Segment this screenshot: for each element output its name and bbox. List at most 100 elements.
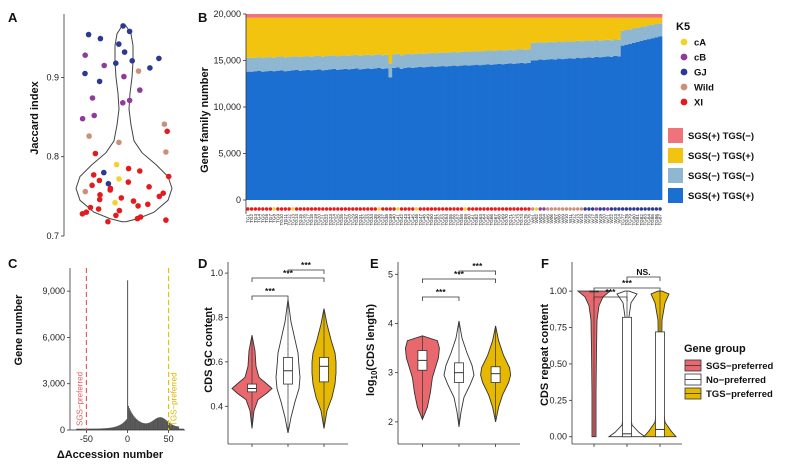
stacked-bar-segment [377, 17, 382, 55]
significance-bracket [251, 277, 325, 282]
group-strip-dot [343, 207, 348, 211]
histogram-bar [98, 428, 100, 430]
stacked-bar-segment [287, 14, 292, 18]
stacked-bar-segment [515, 17, 520, 50]
stacked-bar-segment [474, 14, 479, 18]
stacked-bar-segment [418, 67, 423, 200]
sample-label: TG63 [478, 214, 483, 226]
k5-legend-label: cA [694, 38, 706, 49]
histogram-bar [85, 428, 87, 430]
stacked-bar-segment [538, 59, 543, 200]
histogram-bar [104, 428, 106, 430]
stacked-bar-segment [523, 49, 528, 64]
y-tick-label-c: 0 [60, 425, 65, 435]
group-strip-dot [564, 207, 569, 211]
data-point [113, 60, 119, 66]
stacked-bar-segment [542, 42, 547, 61]
stacked-bar-segment [530, 17, 535, 43]
stacked-bar-segment [639, 40, 644, 200]
group-strip-dot [624, 207, 629, 211]
stacked-bar-segment [628, 17, 633, 30]
sample-label: TG59 [463, 214, 468, 226]
histogram-bar [153, 420, 155, 430]
histogram-bar [181, 428, 183, 430]
stacked-bar-segment [324, 69, 329, 200]
stacked-bar-segment [587, 17, 592, 41]
sample-label: TG13 [290, 214, 295, 226]
data-point [89, 182, 95, 189]
stacked-bar-segment [246, 57, 251, 72]
stacked-bar-segment [275, 14, 281, 18]
box [622, 316, 632, 438]
stacked-bar-segment [324, 56, 329, 70]
significance-label: *** [472, 261, 483, 271]
group-strip-dot [602, 207, 606, 211]
box [319, 357, 329, 383]
stacked-bar-segment [594, 17, 599, 41]
histogram-bar [140, 422, 142, 430]
data-point [161, 121, 168, 127]
significance-label: *** [301, 260, 312, 270]
group-strip-dot [309, 207, 314, 211]
histogram-bar [95, 428, 97, 430]
stacked-bar-segment [283, 71, 288, 200]
stacked-bar-segment [249, 14, 254, 18]
stacked-bar-segment [437, 17, 442, 53]
stacked-bar-segment [332, 14, 337, 18]
y-tick-label: 0.6 [210, 357, 223, 367]
sample-label: TG31 [358, 214, 363, 226]
stacked-bar-segment [294, 56, 299, 70]
stacked-bar-segment [388, 14, 393, 18]
sample-label: W24 [617, 214, 622, 224]
sample-label: TG73 [515, 214, 520, 226]
stacked-bar-segment [560, 14, 565, 18]
stacked-bar-segment [392, 17, 397, 55]
histogram-bar [117, 425, 119, 430]
stacked-bar-segment [557, 41, 562, 59]
stacked-bar-segment [635, 41, 640, 201]
stacked-bar-segment [444, 17, 449, 53]
stacked-bar-segment [354, 68, 359, 200]
stacked-bar-segment [399, 55, 404, 69]
histogram-bar [78, 428, 80, 430]
data-point [126, 28, 133, 35]
stacked-bar-segment [568, 58, 573, 201]
sample-label: TG40 [392, 214, 397, 226]
group-strip-dot [650, 207, 655, 211]
stacked-bar-segment [440, 14, 445, 18]
sample-label: W06 [549, 214, 554, 224]
y-axis-title-c: Gene number [13, 294, 25, 366]
stacked-bar-segment [347, 55, 352, 70]
group-strip-dot [246, 207, 250, 211]
stacked-bar-segment [399, 17, 404, 56]
stacked-bar-segment [332, 68, 337, 201]
data-point [137, 168, 143, 174]
sample-label: TG24 [332, 214, 337, 226]
stacked-bar-segment [542, 14, 547, 18]
stacked-bar-segment [500, 64, 505, 200]
stacked-bar-segment [527, 17, 532, 50]
sample-label: W22 [609, 214, 614, 224]
stacked-bar-segment [635, 17, 640, 28]
data-point [96, 177, 103, 184]
stacked-bar-segment [328, 55, 333, 70]
histogram-bar [83, 428, 85, 430]
group-strip-dot [587, 207, 591, 211]
group-strip-dot [298, 207, 303, 211]
data-point [116, 139, 122, 146]
k5-legend-swatch [680, 68, 688, 76]
group-strip-dot [471, 207, 475, 211]
sample-label: TG50 [429, 214, 434, 226]
histogram-bar [108, 427, 110, 430]
stacked-bar-segment [542, 60, 547, 200]
data-point [112, 199, 118, 206]
stacked-bar-segment [429, 52, 434, 67]
stacked-bar-segment [302, 70, 307, 200]
histogram-bar [133, 416, 135, 430]
stacked-bar-segment [594, 40, 599, 57]
stacked-bar-segment [463, 65, 468, 201]
stacked-bar-segment [384, 14, 389, 18]
stacked-bar-segment [620, 45, 625, 201]
stacked-bar-segment [305, 14, 311, 18]
stacked-bar-segment [478, 17, 483, 52]
